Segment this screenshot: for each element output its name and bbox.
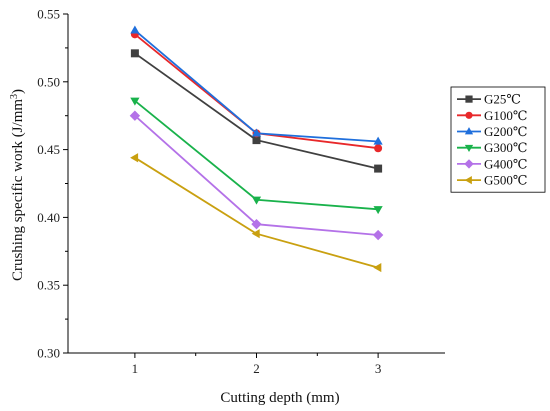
series-5 <box>130 153 382 273</box>
plot-area <box>129 25 384 273</box>
data-point <box>251 128 262 137</box>
y-tick-label: 0.30 <box>37 346 60 361</box>
legend-label: G400℃ <box>484 156 527 171</box>
legend-item-4: G400℃ <box>457 156 527 171</box>
data-point <box>252 136 261 145</box>
x-tick-label: 1 <box>132 361 139 376</box>
series-line <box>134 29 379 143</box>
legend-swatch-marker <box>464 127 474 135</box>
y-tick-label: 0.55 <box>37 7 60 22</box>
data-point <box>373 206 383 215</box>
x-tick-label: 2 <box>253 361 260 376</box>
legend-swatch-marker <box>464 159 474 169</box>
y-axis-title-close: ) <box>10 89 26 94</box>
legend-swatch-marker <box>464 144 474 153</box>
x-axis-title: Cutting depth (mm) <box>220 390 339 406</box>
data-point <box>251 229 260 239</box>
legend-box <box>450 86 546 193</box>
y-axis-title-sup: 3 <box>9 94 20 99</box>
y-tick-label: 0.40 <box>37 210 60 225</box>
series-line <box>134 156 379 269</box>
x-tick-label: 3 <box>375 361 382 376</box>
legend-item-0: G25℃ <box>457 92 521 107</box>
y-axis-title: Crushing specific work (J/mm3) <box>9 89 27 281</box>
data-point <box>374 144 383 153</box>
data-point <box>251 196 262 205</box>
axes: 0.30 0.35 0.40 0.45 0.50 0.55 1 2 3 <box>37 7 445 376</box>
legend-item-3: G300℃ <box>457 140 527 155</box>
data-point <box>129 110 141 121</box>
data-point <box>373 136 383 145</box>
y-tick-label: 0.45 <box>37 142 60 157</box>
data-point <box>251 218 262 230</box>
legend-item-1: G100℃ <box>457 108 527 123</box>
series-2 <box>130 25 383 145</box>
legend-item-2: G200℃ <box>457 124 527 139</box>
legend-label: G25℃ <box>484 92 521 107</box>
data-point <box>373 262 382 273</box>
legend-label: G500℃ <box>484 173 527 188</box>
legend-label: G300℃ <box>484 140 527 155</box>
data-point <box>130 25 140 34</box>
legend-swatch-marker <box>465 95 473 103</box>
y-tick-label: 0.50 <box>37 74 60 89</box>
data-point <box>130 153 139 163</box>
legend-swatch-marker <box>465 111 473 119</box>
series-4 <box>129 110 384 241</box>
y-tick-label: 0.35 <box>37 278 60 293</box>
legend-swatch-marker <box>464 175 472 185</box>
data-point <box>130 97 140 106</box>
data-point <box>372 229 384 241</box>
legend-label: G100℃ <box>484 108 527 123</box>
y-axis-title-main: Crushing specific work (J/mm <box>10 99 26 281</box>
legend-item-5: G500℃ <box>457 173 527 188</box>
data-point <box>374 164 383 173</box>
series-line <box>134 100 379 211</box>
legend-label: G200℃ <box>484 124 527 139</box>
series-line <box>134 52 379 170</box>
series-0 <box>130 49 383 173</box>
data-point <box>130 49 139 58</box>
series-3 <box>130 97 383 215</box>
